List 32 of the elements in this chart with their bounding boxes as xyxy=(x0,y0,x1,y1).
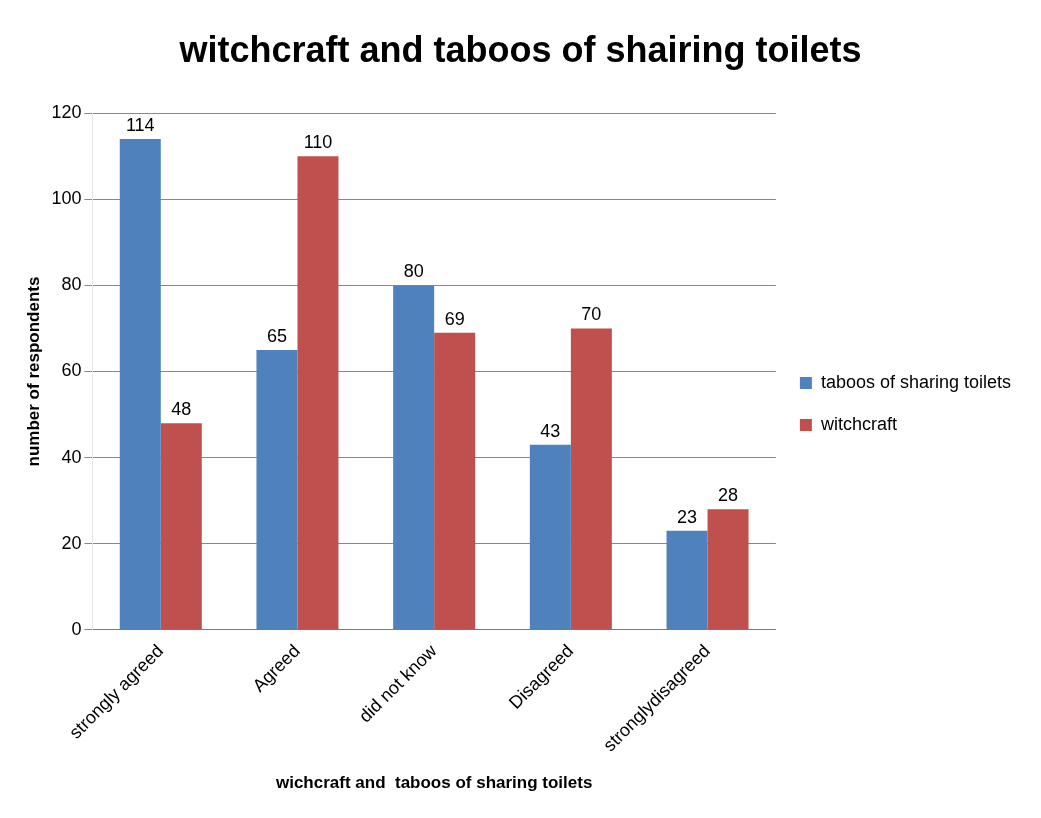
data-label: 28 xyxy=(718,485,739,506)
y-tick-label: 100 xyxy=(51,188,82,209)
bar xyxy=(529,444,571,630)
bar xyxy=(707,509,749,630)
y-axis-title: number of respondents xyxy=(23,276,43,467)
legend-label: witchcraft xyxy=(819,413,897,434)
bar xyxy=(297,156,339,630)
data-label: 80 xyxy=(403,261,424,282)
chart-title: witchcraft and taboos of shairing toilets xyxy=(178,28,862,70)
bar xyxy=(570,328,612,630)
data-label: 69 xyxy=(444,308,465,329)
data-label: 48 xyxy=(171,399,192,420)
y-tick-label: 40 xyxy=(61,446,82,467)
data-label: 110 xyxy=(303,132,333,153)
data-label: 23 xyxy=(677,506,698,527)
y-tick-label: 0 xyxy=(71,618,82,639)
bar xyxy=(119,139,161,630)
y-tick-label: 20 xyxy=(61,532,82,553)
y-tick-label: 120 xyxy=(51,102,82,123)
legend-label: taboos of sharing toilets xyxy=(820,371,1012,392)
data-label: 114 xyxy=(125,115,155,135)
bar xyxy=(160,423,202,630)
y-tick-label: 60 xyxy=(61,360,82,381)
data-label: 65 xyxy=(266,325,287,346)
data-label: 43 xyxy=(540,420,561,441)
x-axis-title: wichcraft and taboos of sharing toilets xyxy=(274,773,593,793)
bar xyxy=(256,350,298,630)
bar xyxy=(434,332,476,630)
data-label: 70 xyxy=(581,304,602,325)
y-tick-label: 80 xyxy=(61,274,82,295)
bar xyxy=(666,530,708,630)
bar xyxy=(393,285,435,630)
